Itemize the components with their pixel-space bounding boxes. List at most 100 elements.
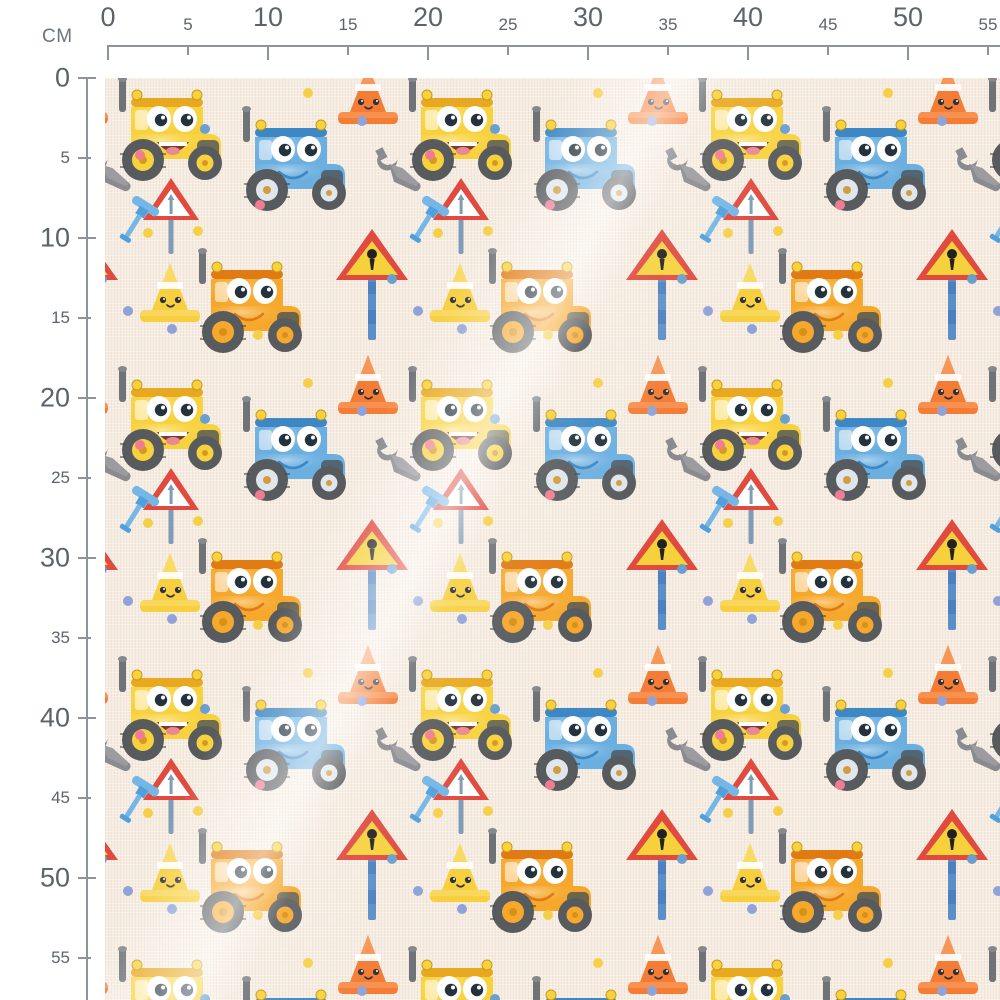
motif-confetti-dot	[703, 596, 713, 606]
motif-confetti-dot	[715, 730, 725, 740]
v-tick-20	[78, 397, 96, 399]
motif-screwdriver	[985, 486, 1000, 538]
vertical-ruler: 0 10 20 30 40 50 5 15 25 35 45 55	[0, 0, 105, 1000]
motif-confetti-dot	[715, 150, 725, 160]
motif-confetti-dot	[303, 88, 313, 98]
motif-confetti-dot	[937, 986, 947, 996]
motif-confetti-dot	[255, 780, 265, 790]
v-tick-55	[78, 957, 91, 959]
motif-blue-tractor	[801, 972, 951, 1000]
motif-yellow-cone	[133, 550, 207, 616]
motif-confetti-dot	[677, 854, 687, 864]
motif-warning-sign	[913, 226, 991, 342]
motif-screwdriver	[695, 485, 741, 538]
motif-confetti-dot	[723, 228, 733, 238]
v-tick-label-30: 30	[39, 542, 70, 573]
h-tick-15	[347, 45, 349, 55]
v-tick-5	[78, 157, 91, 159]
motif-screwdriver	[115, 195, 161, 248]
motif-confetti-dot	[593, 378, 603, 388]
motif-confetti-dot	[937, 696, 947, 706]
motif-confetti-dot	[780, 704, 790, 714]
motif-confetti-dot	[433, 228, 443, 238]
h-tick-label-40: 40	[732, 2, 764, 32]
motif-confetti-dot	[143, 808, 153, 818]
v-tick-label-0: 0	[54, 62, 70, 93]
motif-confetti-dot	[425, 440, 435, 450]
motif-blue-tractor	[221, 682, 371, 794]
motif-blue-tractor	[511, 102, 661, 214]
motif-confetti-dot	[833, 330, 843, 340]
horizontal-axis-line	[108, 45, 1000, 47]
motif-screwdriver	[985, 776, 1000, 828]
v-tick-label-15: 15	[51, 308, 70, 327]
motif-confetti-dot	[780, 124, 790, 134]
motif-yellow-cone	[423, 840, 497, 906]
v-tick-10	[78, 237, 96, 239]
motif-blue-tractor	[801, 392, 951, 504]
motif-confetti-dot	[387, 564, 397, 574]
motif-screwdriver	[115, 775, 161, 828]
motif-confetti-dot	[357, 986, 367, 996]
h-tick-label-50: 50	[892, 2, 924, 32]
motif-blue-tractor	[801, 682, 951, 794]
motif-yellow-cone	[133, 840, 207, 906]
motif-confetti-dot	[357, 116, 367, 126]
motif-confetti-dot	[723, 518, 733, 528]
h-tick-40	[747, 45, 749, 60]
v-tick-label-45: 45	[51, 788, 70, 807]
motif-confetti-dot	[967, 564, 977, 574]
motif-confetti-dot	[835, 200, 845, 210]
v-tick-label-50: 50	[39, 862, 70, 893]
motif-confetti-dot	[593, 88, 603, 98]
motif-confetti-dot	[677, 564, 687, 574]
motif-confetti-dot	[677, 274, 687, 284]
h-tick-label-0: 0	[100, 2, 116, 32]
h-tick-label-55: 55	[978, 15, 998, 34]
motif-confetti-dot	[123, 306, 133, 316]
motif-confetti-dot	[647, 696, 657, 706]
motif-confetti-dot	[545, 200, 555, 210]
motif-confetti-dot	[715, 440, 725, 450]
motif-confetti-dot	[200, 994, 210, 1000]
motif-confetti-dot	[135, 150, 145, 160]
motif-warning-sign	[623, 806, 701, 922]
motif-confetti-dot	[723, 808, 733, 818]
vertical-axis-line	[86, 78, 88, 1000]
v-tick-label-35: 35	[51, 628, 70, 647]
motif-confetti-dot	[545, 780, 555, 790]
motif-confetti-dot	[387, 274, 397, 284]
h-tick-label-15: 15	[338, 15, 358, 34]
v-tick-label-55: 55	[51, 948, 70, 967]
v-tick-45	[78, 797, 91, 799]
motif-confetti-dot	[647, 406, 657, 416]
motif-confetti-dot	[135, 440, 145, 450]
motif-confetti-dot	[993, 886, 1000, 896]
motif-confetti-dot	[593, 958, 603, 968]
v-tick-50	[78, 877, 96, 879]
motif-confetti-dot	[200, 414, 210, 424]
motif-yellow-tractor	[967, 362, 1000, 474]
motif-confetti-dot	[490, 994, 500, 1000]
motif-confetti-dot	[253, 620, 263, 630]
motif-yellow-cone	[423, 550, 497, 616]
motif-yellow-cone	[713, 550, 787, 616]
fabric-swatch[interactable]	[105, 78, 1000, 1000]
motif-confetti-dot	[833, 620, 843, 630]
v-tick-35	[78, 637, 91, 639]
motif-confetti-dot	[937, 116, 947, 126]
motif-warning-sign	[913, 806, 991, 922]
motif-blue-tractor	[801, 102, 951, 214]
h-tick-45	[827, 45, 829, 55]
motif-confetti-dot	[143, 228, 153, 238]
v-tick-label-5: 5	[60, 148, 70, 167]
motif-screwdriver	[405, 485, 451, 538]
motif-confetti-dot	[937, 406, 947, 416]
motif-blue-tractor	[511, 682, 661, 794]
motif-confetti-dot	[253, 330, 263, 340]
motif-warning-sign	[913, 516, 991, 632]
motif-confetti-dot	[413, 306, 423, 316]
motif-confetti-dot	[413, 596, 423, 606]
motif-confetti-dot	[253, 910, 263, 920]
